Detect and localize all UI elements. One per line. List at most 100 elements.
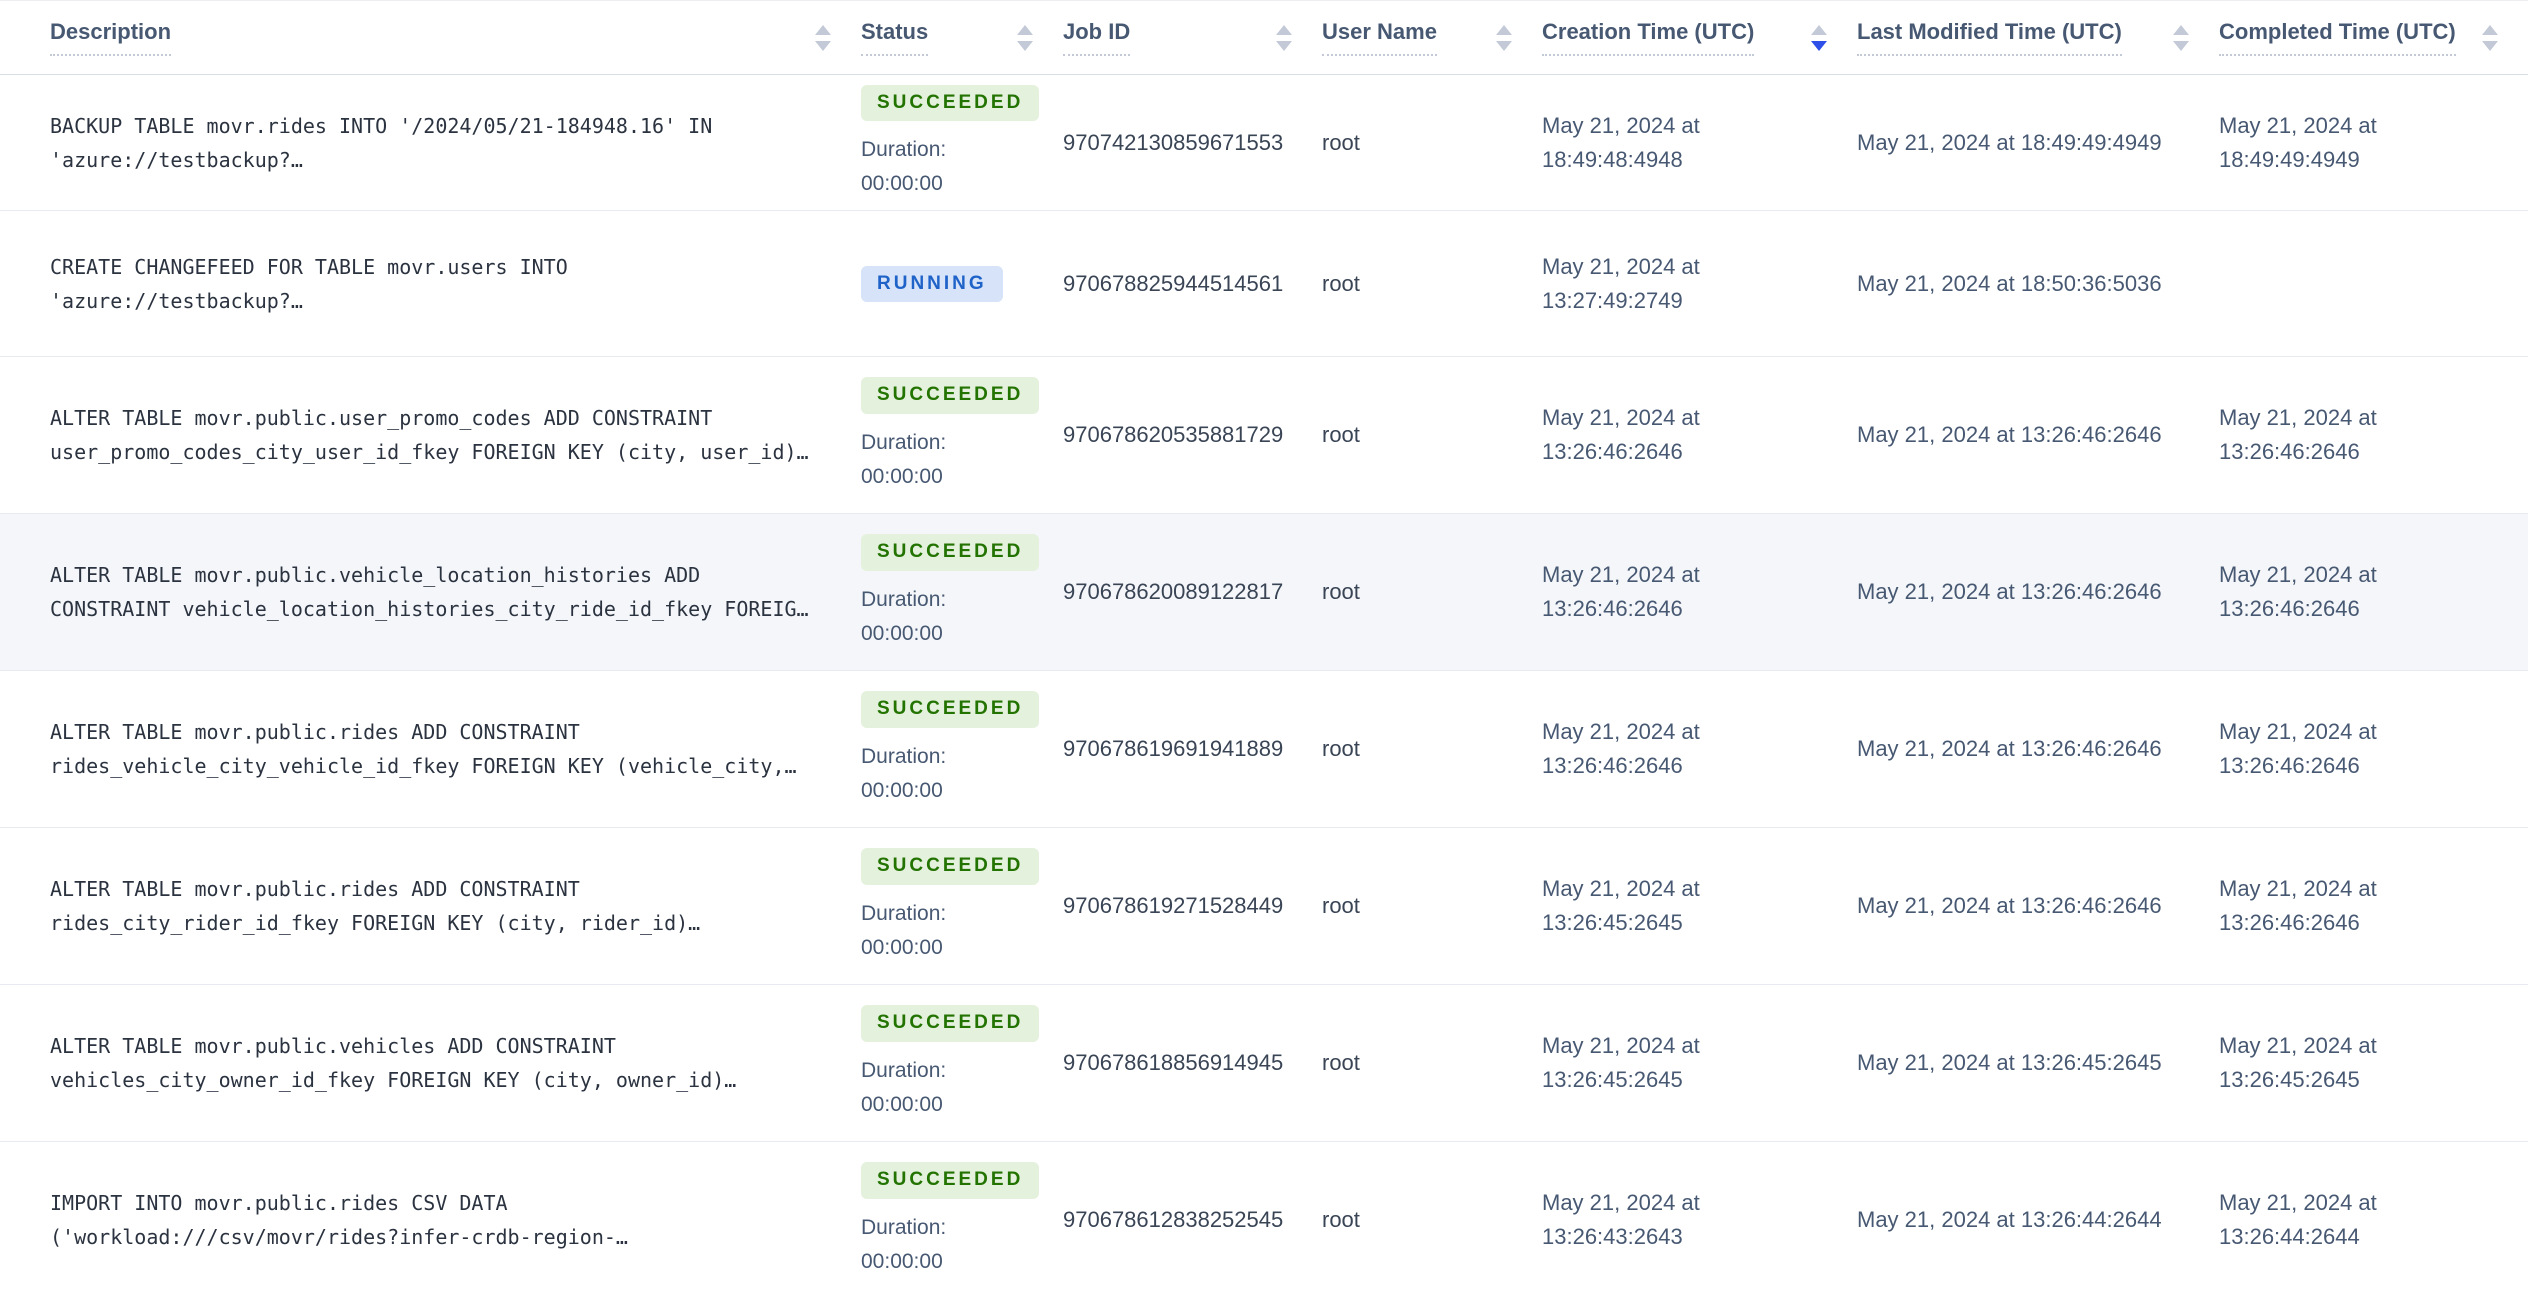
column-label-job-id: Job ID xyxy=(1063,19,1131,57)
table-row[interactable]: ALTER TABLE movr.public.rides ADD CONSTR… xyxy=(0,828,2528,985)
duration-value: 00:00:00 xyxy=(861,621,943,645)
table-row[interactable]: ALTER TABLE movr.public.rides ADD CONSTR… xyxy=(0,671,2528,828)
sort-arrows-icon[interactable] xyxy=(1276,24,1292,51)
user-name: root xyxy=(1322,270,1360,296)
column-header-last-modified-time[interactable]: Last Modified Time (UTC) xyxy=(1857,1,2219,74)
status-badge: SUCCEEDED xyxy=(861,1162,1040,1199)
table-row[interactable]: ALTER TABLE movr.public.user_promo_codes… xyxy=(0,357,2528,514)
job-id: 970678618856914945 xyxy=(1063,1050,1284,1075)
table-row[interactable]: BACKUP TABLE movr.rides INTO '/2024/05/2… xyxy=(0,75,2528,211)
column-label-description: Description xyxy=(50,19,172,57)
duration-value: 00:00:00 xyxy=(861,172,943,196)
column-header-job-id[interactable]: Job ID xyxy=(1063,1,1322,74)
duration-label: Duration: xyxy=(861,1058,947,1082)
job-description: IMPORT INTO movr.public.rides CSV DATA (… xyxy=(0,1186,861,1254)
job-description: BACKUP TABLE movr.rides INTO '/2024/05/2… xyxy=(0,109,861,177)
duration-label: Duration: xyxy=(861,587,947,611)
user-name: root xyxy=(1322,1207,1360,1232)
last-modified-time: May 21, 2024 at 13:26:46:2646 xyxy=(1857,736,2162,761)
column-label-user-name: User Name xyxy=(1322,19,1437,57)
table-row[interactable]: ALTER TABLE movr.public.vehicle_location… xyxy=(0,514,2528,671)
creation-time: May 21, 2024 at 13:26:45:2645 xyxy=(1542,1033,1700,1092)
table-row[interactable]: CREATE CHANGEFEED FOR TABLE movr.users I… xyxy=(0,211,2528,357)
sort-arrows-icon[interactable] xyxy=(1017,24,1033,51)
column-label-creation-time: Creation Time (UTC) xyxy=(1542,19,1755,57)
table-row[interactable]: IMPORT INTO movr.public.rides CSV DATA (… xyxy=(0,1142,2528,1292)
column-header-user-name[interactable]: User Name xyxy=(1322,1,1542,74)
column-header-completed-time[interactable]: Completed Time (UTC) xyxy=(2219,1,2528,74)
creation-time: May 21, 2024 at 13:26:46:2646 xyxy=(1542,719,1700,778)
job-id: 970678620089122817 xyxy=(1063,579,1284,604)
completed-time: May 21, 2024 at 13:26:46:2646 xyxy=(2219,876,2377,935)
table-row[interactable]: ALTER TABLE movr.public.vehicles ADD CON… xyxy=(0,985,2528,1142)
job-status-cell: SUCCEEDED Duration: 00:00:00 xyxy=(861,690,1063,808)
job-description: ALTER TABLE movr.public.vehicle_location… xyxy=(0,558,861,626)
description-line-2: CONSTRAINT vehicle_location_histories_ci… xyxy=(50,597,809,621)
description-line-1: ALTER TABLE movr.public.vehicles ADD CON… xyxy=(50,1034,616,1058)
description-line-1: IMPORT INTO movr.public.rides CSV DATA xyxy=(50,1191,508,1215)
last-modified-time: May 21, 2024 at 18:49:49:4949 xyxy=(1857,129,2162,155)
completed-time: May 21, 2024 at 13:26:46:2646 xyxy=(2219,562,2377,621)
duration-value: 00:00:00 xyxy=(861,778,943,802)
job-id: 970678619271528449 xyxy=(1063,893,1284,918)
job-id: 970678612838252545 xyxy=(1063,1207,1284,1232)
description-line-1: CREATE CHANGEFEED FOR TABLE movr.users I… xyxy=(50,254,568,279)
job-id: 970678620535881729 xyxy=(1063,422,1284,447)
duration-label: Duration: xyxy=(861,138,947,162)
last-modified-time: May 21, 2024 at 13:26:46:2646 xyxy=(1857,893,2162,918)
duration-label: Duration: xyxy=(861,1215,947,1239)
duration-label: Duration: xyxy=(861,901,947,925)
job-status-cell: SUCCEEDED Duration: 00:00:00 xyxy=(861,1004,1063,1122)
status-badge: SUCCEEDED xyxy=(861,1005,1040,1042)
duration-value: 00:00:00 xyxy=(861,464,943,488)
description-line-2: rides_city_rider_id_fkey FOREIGN KEY (ci… xyxy=(50,911,701,935)
job-id: 970678619691941889 xyxy=(1063,736,1284,761)
job-id: 970742130859671553 xyxy=(1063,129,1284,155)
description-line-1: ALTER TABLE movr.public.rides ADD CONSTR… xyxy=(50,877,580,901)
job-description: ALTER TABLE movr.public.rides ADD CONSTR… xyxy=(0,715,861,783)
description-line-1: BACKUP TABLE movr.rides INTO '/2024/05/2… xyxy=(50,113,713,138)
status-badge: SUCCEEDED xyxy=(861,534,1040,571)
completed-time: May 21, 2024 at 13:26:46:2646 xyxy=(2219,719,2377,778)
status-badge: SUCCEEDED xyxy=(861,377,1040,414)
description-line-2: user_promo_codes_city_user_id_fkey FOREI… xyxy=(50,440,809,464)
creation-time: May 21, 2024 at 13:26:46:2646 xyxy=(1542,562,1700,621)
column-label-status: Status xyxy=(861,19,929,57)
sort-arrows-icon[interactable] xyxy=(1496,24,1512,51)
status-badge: SUCCEEDED xyxy=(861,84,1040,122)
column-header-creation-time[interactable]: Creation Time (UTC) xyxy=(1542,1,1857,74)
creation-time: May 21, 2024 at 13:26:43:2643 xyxy=(1542,1190,1700,1249)
job-description: ALTER TABLE movr.public.rides ADD CONSTR… xyxy=(0,872,861,940)
completed-time: May 21, 2024 at 18:49:49:4949 xyxy=(2219,112,2377,172)
creation-time: May 21, 2024 at 13:27:49:2749 xyxy=(1542,253,1700,313)
job-status-cell: RUNNING xyxy=(861,265,1063,303)
completed-time: May 21, 2024 at 13:26:46:2646 xyxy=(2219,405,2377,464)
description-line-1: ALTER TABLE movr.public.user_promo_codes… xyxy=(50,406,713,430)
sort-arrows-icon[interactable] xyxy=(2173,24,2189,51)
creation-time: May 21, 2024 at 13:26:45:2645 xyxy=(1542,876,1700,935)
description-line-1: ALTER TABLE movr.public.vehicle_location… xyxy=(50,563,701,587)
user-name: root xyxy=(1322,893,1360,918)
sort-arrows-icon-active-desc[interactable] xyxy=(1811,24,1827,51)
duration-label: Duration: xyxy=(861,430,947,454)
last-modified-time: May 21, 2024 at 18:50:36:5036 xyxy=(1857,270,2162,296)
status-badge: SUCCEEDED xyxy=(861,691,1040,728)
column-header-status[interactable]: Status xyxy=(861,1,1063,74)
user-name: root xyxy=(1322,422,1360,447)
description-line-2: ('workload:///csv/movr/rides?infer-crdb-… xyxy=(50,1225,628,1249)
duration-value: 00:00:00 xyxy=(861,935,943,959)
table-header-row: Description Status Job ID User Name Crea… xyxy=(0,0,2528,75)
job-status-cell: SUCCEEDED Duration: 00:00:00 xyxy=(861,376,1063,494)
description-line-1: ALTER TABLE movr.public.rides ADD CONSTR… xyxy=(50,720,580,744)
job-description: ALTER TABLE movr.public.user_promo_codes… xyxy=(0,401,861,469)
sort-arrows-icon[interactable] xyxy=(815,24,831,51)
creation-time: May 21, 2024 at 13:26:46:2646 xyxy=(1542,405,1700,464)
user-name: root xyxy=(1322,579,1360,604)
last-modified-time: May 21, 2024 at 13:26:46:2646 xyxy=(1857,422,2162,447)
column-header-description[interactable]: Description xyxy=(0,1,861,74)
column-label-last-modified-time: Last Modified Time (UTC) xyxy=(1857,19,2122,57)
status-badge: RUNNING xyxy=(861,265,1003,303)
job-description: ALTER TABLE movr.public.vehicles ADD CON… xyxy=(0,1029,861,1097)
description-line-2: vehicles_city_owner_id_fkey FOREIGN KEY … xyxy=(50,1068,737,1092)
sort-arrows-icon[interactable] xyxy=(2482,24,2498,51)
